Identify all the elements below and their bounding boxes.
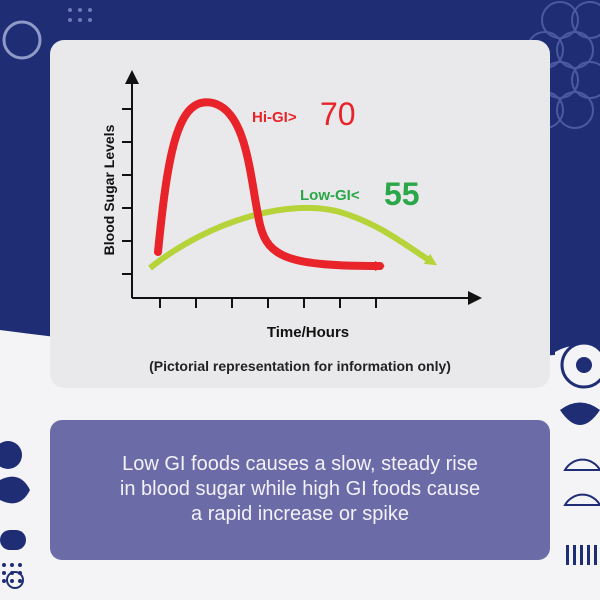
message-line-2: in blood sugar while high GI foods cause [119,478,481,500]
footnote: (Pictorial representation for informatio… [149,358,451,374]
message-box: Low GI foods causes a slow, steady rise … [50,420,550,560]
x-axis-label: Time/Hours [267,324,349,341]
annotation-low-gi-prefix: Low-GI< [300,187,360,204]
x-axis-arrow [468,291,482,305]
message-line-1: Low GI foods causes a slow, steady rise [122,453,478,475]
series-low-gi-line [148,204,438,271]
y-axis-arrow [125,70,139,84]
gi-chart: Hi-GI> 70 Low-GI< 55 Blood Sugar Levels … [101,70,482,341]
series-hi-gi-line [154,98,385,271]
annotation-hi-gi-prefix: Hi-GI> [252,109,297,126]
message-line-3: a rapid increase or spike [191,503,409,525]
chart-card [50,40,550,388]
annotation-low-gi-value: 55 [384,176,420,212]
y-axis-label: Blood Sugar Levels [101,124,117,255]
annotation-hi-gi-value: 70 [320,96,356,132]
axis-ticks [122,108,377,308]
